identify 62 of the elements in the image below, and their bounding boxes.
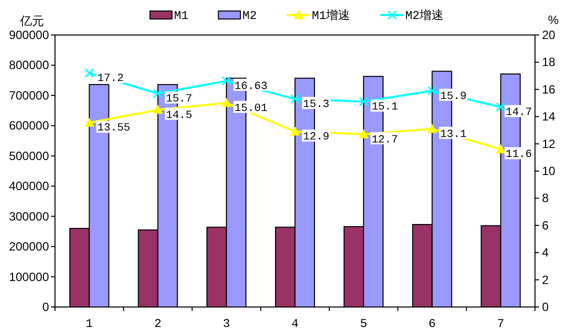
- y2-tick-label: 20: [542, 28, 556, 42]
- y2-tick-label: 4: [542, 246, 549, 260]
- y2-tick-label: 10: [542, 164, 556, 178]
- legend-label: M1增速: [312, 9, 350, 23]
- x-tick-label: 5: [360, 317, 368, 331]
- data-label: 11.6: [506, 149, 532, 162]
- data-label: 16.63: [234, 80, 268, 93]
- data-label: 15.1: [372, 102, 398, 114]
- point: [427, 124, 438, 133]
- y2-tick-label: 16: [542, 82, 556, 96]
- legend-label: M1: [174, 9, 188, 23]
- x-tick-label: 2: [154, 317, 162, 331]
- data-label: 12.7: [372, 134, 398, 146]
- y2-axis-title: %: [548, 13, 559, 27]
- legend-label: M2增速: [405, 9, 444, 23]
- y-tick-label: 700000: [8, 88, 50, 102]
- y-tick-label: 300000: [8, 209, 50, 224]
- y-tick-label: 100000: [8, 270, 50, 284]
- data-label: 14.7: [506, 107, 532, 120]
- data-label: 15.9: [440, 90, 467, 103]
- x-tick-label: 4: [291, 317, 299, 331]
- y-tick-label: 400000: [8, 179, 50, 194]
- point: [153, 88, 163, 98]
- point: [496, 102, 506, 112]
- y-tick-label: 800000: [8, 58, 50, 72]
- point: [496, 144, 506, 154]
- data-label: 15.01: [234, 102, 268, 115]
- point: [84, 68, 94, 78]
- point: [290, 126, 300, 136]
- point: [152, 104, 163, 114]
- data-label: 13.1: [440, 128, 467, 141]
- y2-tick-label: 18: [542, 55, 556, 70]
- point: [427, 86, 437, 96]
- x-tick-label: 3: [222, 317, 230, 331]
- x-tick-label: 1: [86, 317, 93, 331]
- y-axis-title: 亿元: [19, 14, 44, 28]
- data-label: 15.7: [166, 93, 192, 106]
- y2-tick-label: 2: [542, 272, 549, 287]
- x-tick-label: 6: [428, 317, 436, 331]
- point: [290, 94, 300, 104]
- data-label: 17.2: [97, 73, 124, 86]
- y-tick-label: 0: [42, 300, 50, 314]
- y2-tick-label: 8: [542, 191, 549, 206]
- y2-tick-label: 12: [542, 136, 556, 151]
- point: [358, 129, 369, 138]
- x-tick-label: 7: [497, 317, 504, 331]
- point: [84, 118, 94, 127]
- y-tick-label: 600000: [8, 118, 50, 133]
- data-label: 12.9: [303, 132, 330, 144]
- y2-tick-label: 0: [542, 300, 549, 314]
- data-label: 14.5: [166, 110, 192, 122]
- point: [221, 98, 232, 107]
- legend-label: M2: [242, 9, 257, 23]
- point: [222, 76, 232, 86]
- data-label: 15.3: [303, 98, 330, 111]
- data-label: 13.55: [97, 122, 130, 135]
- y2-tick-label: 6: [542, 218, 549, 232]
- y-tick-label: 500000: [8, 148, 50, 163]
- y-tick-label: 900000: [8, 28, 50, 42]
- y-tick-label: 200000: [8, 240, 50, 254]
- point: [358, 96, 368, 106]
- y2-tick-label: 14: [542, 110, 556, 124]
